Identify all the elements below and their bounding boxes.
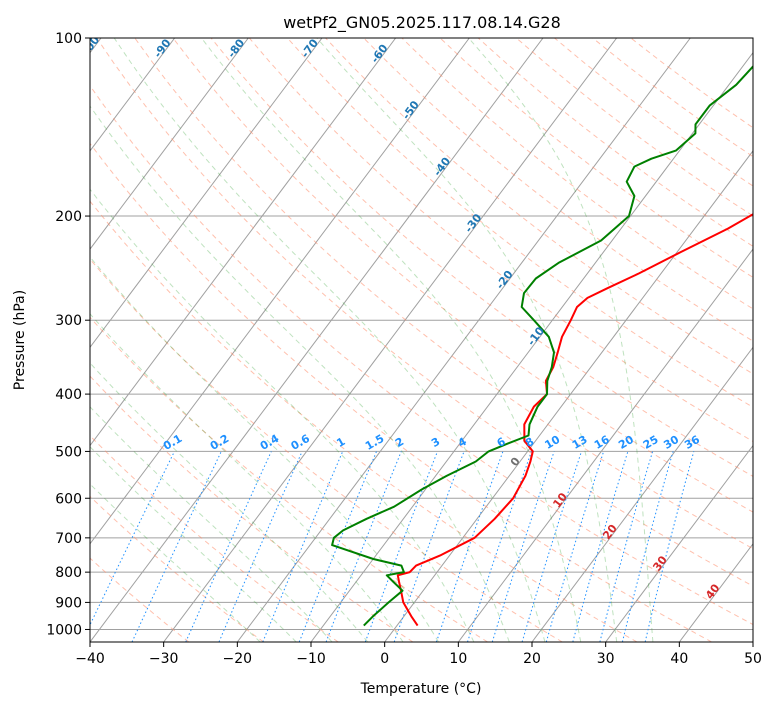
isotherm-line [531,346,753,642]
x-tick-label: 20 [523,651,541,667]
mixing-ratio-line [262,451,344,642]
mixing-ratio-line [545,451,605,642]
isotherm-line [90,38,397,447]
y-tick-label: 800 [55,565,82,581]
plot-frame [89,37,754,643]
moist-adiabat [90,188,475,642]
grid-layer [90,38,753,642]
x-tick-label: 40 [670,651,688,667]
mixing-ratio-line [435,451,504,642]
x-tick-label: 10 [449,651,467,667]
dry-adiabat [210,38,753,477]
mixing-ratio-line [621,451,674,642]
dry-adiabat [90,375,414,642]
mixing-ratio-line [599,451,654,642]
dry-adiabat [363,38,753,342]
dewpoint-profile-line [331,65,753,627]
dry-adiabat [287,38,753,408]
y-tick-label: 100 [55,31,82,47]
y-tick-label: 600 [55,491,82,507]
isotherm-line [163,38,618,642]
x-tick-label: 30 [597,651,615,667]
x-tick-label: −40 [75,651,105,667]
isotherm-line [90,38,544,642]
isotherm-line [457,248,753,642]
dry-adiabat [90,258,563,642]
isotherm-line [384,150,753,642]
dry-adiabat [90,142,712,642]
dry-adiabat [90,557,190,642]
y-tick-label: 900 [55,595,82,611]
y-tick-label: 200 [55,209,82,225]
x-tick-label: 50 [744,651,762,667]
x-axis-title: Temperature (°C) [360,681,482,697]
axes-layer: −40 −30 −20 −10 0 10 20 30 40 50 100 200 300 400 500 60… [46,31,762,667]
mixing-ratio-line [521,451,582,642]
dry-adiabat [172,38,753,513]
mixing-ratio-line [364,451,438,642]
isotherm-line [605,444,753,642]
mixing-ratio-line [325,451,402,642]
dry-adiabat [90,200,638,642]
dry-adiabat [96,38,753,587]
x-tick-label: −20 [223,651,253,667]
y-tick-label: 700 [55,531,82,547]
data-layer [331,65,753,627]
moist-adiabat [90,445,297,642]
y-tick-label: 1000 [46,622,82,638]
mixing-ratio-line [393,451,465,642]
moist-adiabat [90,483,261,642]
moist-adiabat [113,38,546,642]
mixing-ratio-line [491,451,555,642]
moist-adiabat [468,38,654,642]
dry-adiabat [90,84,753,626]
isotherm-line [90,38,249,250]
y-tick-label: 400 [55,387,82,403]
chart-title: wetPf2_GN05.2025.117.08.14.G28 [283,13,561,33]
moist-adiabat [90,313,404,642]
isotherm-line [236,38,691,642]
moist-adiabat [201,38,582,642]
x-tick-label: −10 [296,651,326,667]
isotherm-line [90,38,323,349]
mixing-ratio-line [467,451,532,642]
dry-adiabat [401,38,753,310]
isotherm-line [90,38,176,152]
y-tick-label: 500 [55,444,82,460]
x-tick-label: 0 [380,651,389,667]
temperature-profile-line [396,213,753,627]
moist-adiabat [316,38,618,642]
mixing-ratio-line [185,451,272,642]
isotherm-line [90,38,470,545]
moist-adiabat [90,362,369,642]
y-axis-title: Pressure (hPa) [12,290,28,390]
dry-adiabat [134,38,753,550]
mixing-ratio-line [572,451,629,642]
x-tick-label: −30 [149,651,179,667]
y-tick-label: 300 [55,313,82,329]
mixing-ratio-line [644,451,695,642]
mixing-ratio-line [298,451,377,642]
moist-adiabat [90,256,439,642]
mixing-ratio-line [218,451,303,642]
